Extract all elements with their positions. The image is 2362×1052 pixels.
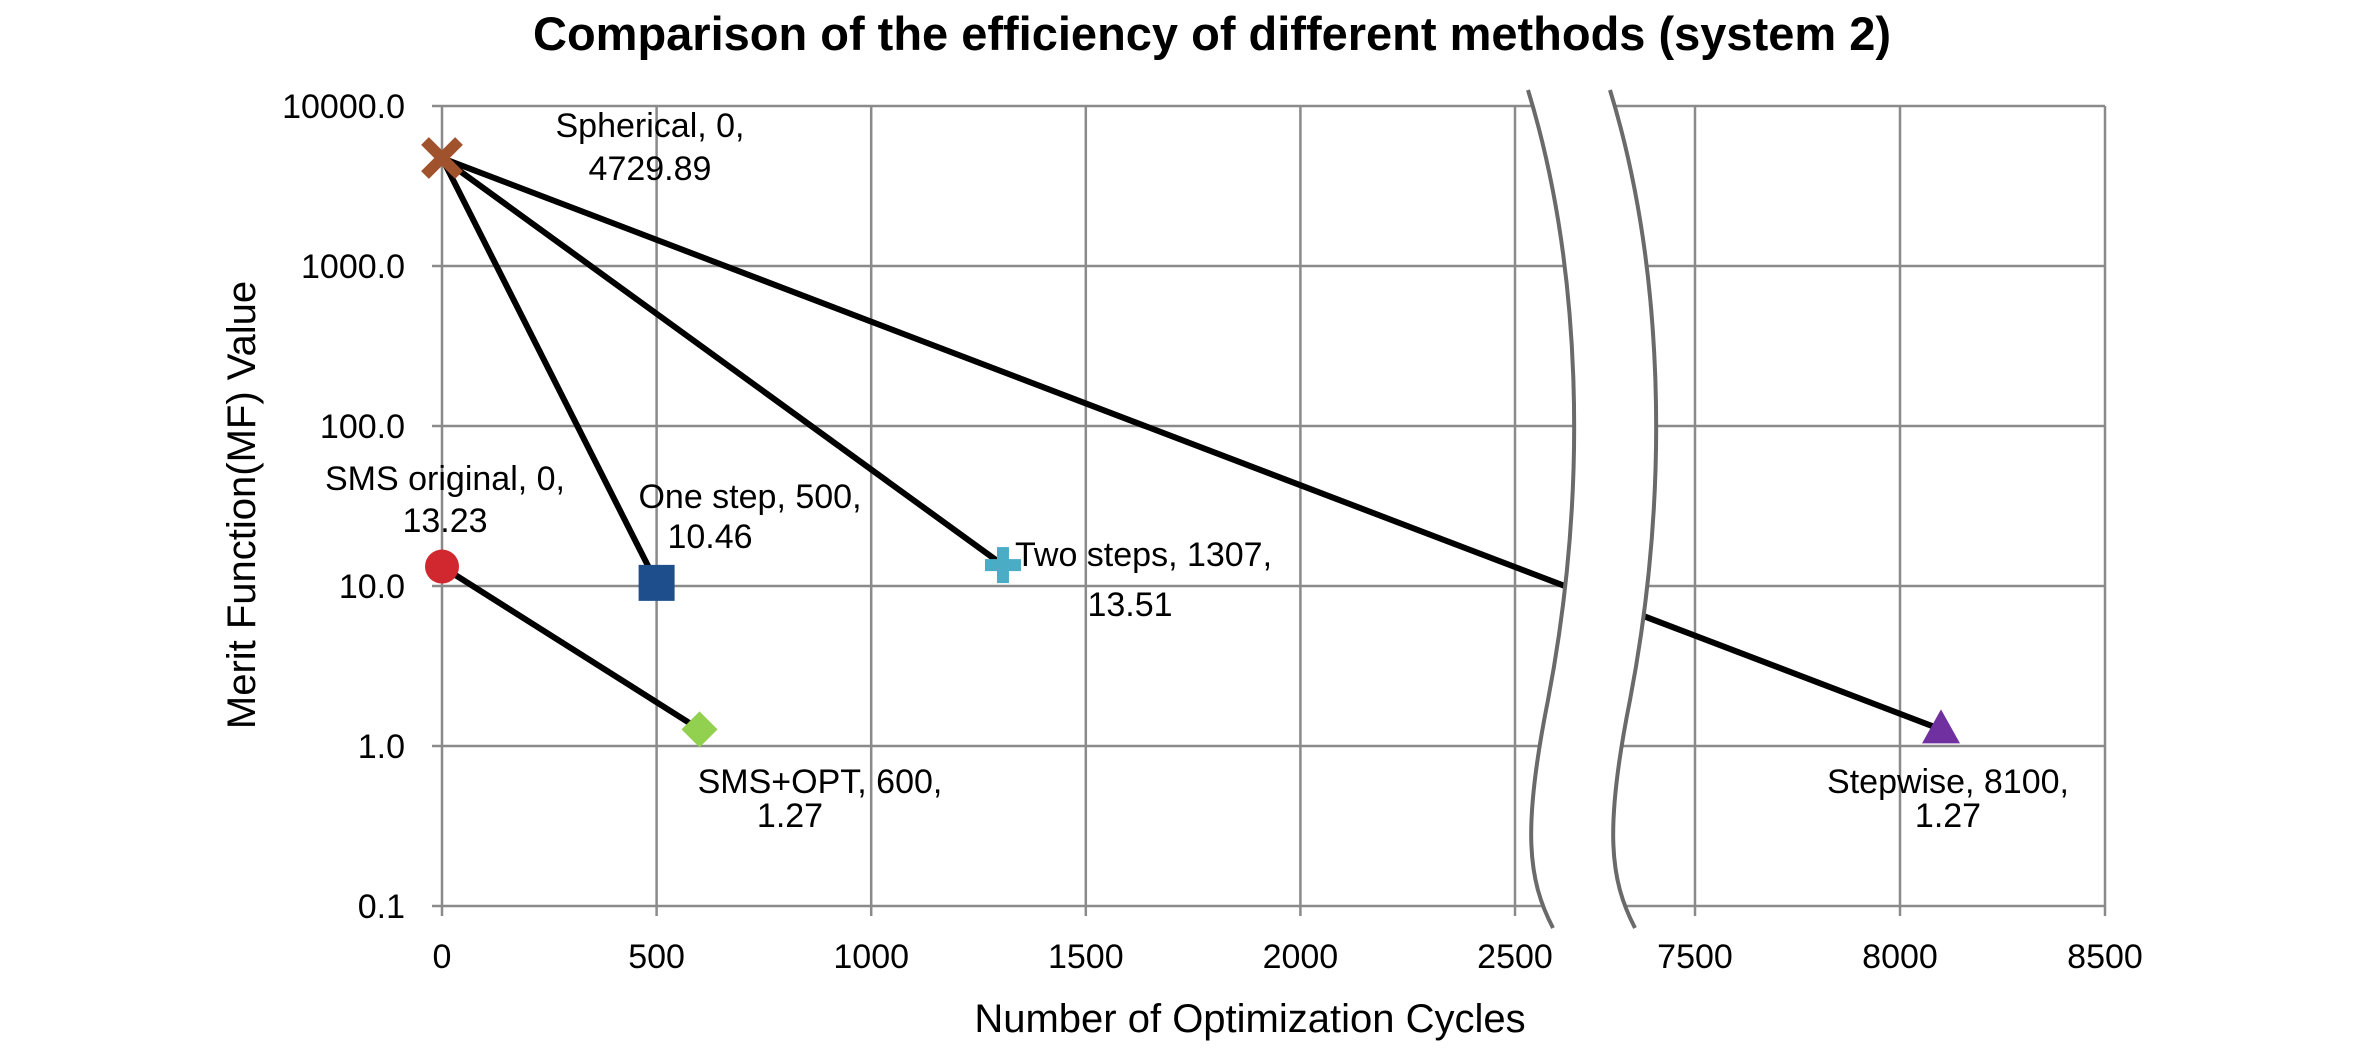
data-labels: Spherical, 0, 4729.89 SMS original, 0, 13.2… [325,107,2069,835]
one-step-label-line2: 10.46 [667,518,752,556]
x-tick-label: 8000 [1862,938,1938,976]
y-tick-label: 10.0 [339,568,405,606]
x-tick-label: 1500 [1048,938,1124,976]
spherical-label-line1: Spherical, 0, [556,107,745,145]
x-tick-label: 1000 [833,938,909,976]
y-tick-label: 10000.0 [282,88,405,126]
axis-break [1526,89,1659,929]
connector-line [440,155,1943,733]
stepwise-marker [1922,709,1960,744]
spherical-marker [421,137,463,179]
x-tick-label: 2000 [1263,938,1339,976]
x-tick-label: 7500 [1657,938,1733,976]
spherical-label-line2: 4729.89 [589,150,712,188]
x-tick-label: 0 [433,938,452,976]
chart-title: Comparison of the efficiency of differen… [533,7,1891,60]
grid [432,104,2107,916]
connector-line [440,155,1005,568]
axis-break-curve [1608,89,1659,929]
connector-line [439,156,660,585]
sms-opt-label-line1: SMS+OPT, 600, [698,763,943,801]
connector-line [440,564,702,732]
one-step-marker [638,564,675,601]
one-step-label-line1: One step, 500, [638,478,861,516]
two-steps-label-line1: Two steps, 1307, [1015,536,1272,574]
sms-original-marker [425,549,459,584]
x-tick-label: 8500 [2067,938,2143,976]
two-steps-marker [984,547,1021,584]
connector-lines [439,155,1943,733]
stepwise-label-line1: Stepwise, 8100, [1827,763,2069,801]
two-steps-label-line2: 13.51 [1087,586,1172,624]
sms-opt-label-line2: 1.27 [757,797,823,835]
axis-break-band [1528,90,1657,928]
x-tick-label: 500 [628,938,685,976]
tick-labels: 0 500 1000 1500 2000 2500 7500 8000 8500 0.1 1.0 10… [282,88,2143,976]
y-tick-label: 100.0 [320,408,405,446]
y-tick-label: 1000.0 [301,248,405,286]
sms-opt-marker [681,711,718,748]
y-tick-label: 1.0 [358,728,405,766]
y-tick-label: 0.1 [358,888,405,926]
sms-original-label-line2: 13.23 [402,502,487,540]
axis-break-curve [1526,89,1577,929]
x-tick-label: 2500 [1477,938,1553,976]
x-axis-label: Number of Optimization Cycles [974,997,1525,1041]
stepwise-label-line2: 1.27 [1915,797,1981,835]
markers [421,137,1960,748]
y-axis-label: Merit Function(MF) Value [220,281,264,729]
sms-original-label-line1: SMS original, 0, [325,460,565,498]
